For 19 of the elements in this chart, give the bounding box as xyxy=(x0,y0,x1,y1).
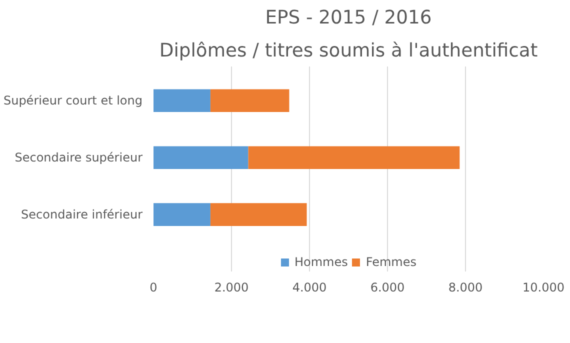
x-tick-label: 8.000 xyxy=(448,280,483,294)
legend-label: Hommes xyxy=(294,255,348,269)
bar xyxy=(210,89,290,112)
bar xyxy=(154,203,210,226)
chart-title: EPS - 2015 / 2016 xyxy=(265,8,432,28)
y-tick-label: Supérieur court et long xyxy=(3,94,143,108)
x-tick-label: 4.000 xyxy=(292,280,327,294)
x-tick-label: 0 xyxy=(150,280,158,294)
legend-label: Femmes xyxy=(366,255,417,269)
bar xyxy=(248,146,460,169)
y-tick-label: Secondaire supérieur xyxy=(14,150,143,165)
bar xyxy=(154,89,210,112)
x-tick-label: 6.000 xyxy=(370,280,405,294)
y-tick-label: Secondaire inférieur xyxy=(21,208,143,222)
bar xyxy=(210,203,307,226)
bar xyxy=(154,146,248,169)
chart-subtitle: Diplômes / titres soumis à l'authentificat xyxy=(159,40,538,62)
x-tick-label: 10.000 xyxy=(522,280,565,294)
x-tick-label: 2.000 xyxy=(214,280,249,294)
